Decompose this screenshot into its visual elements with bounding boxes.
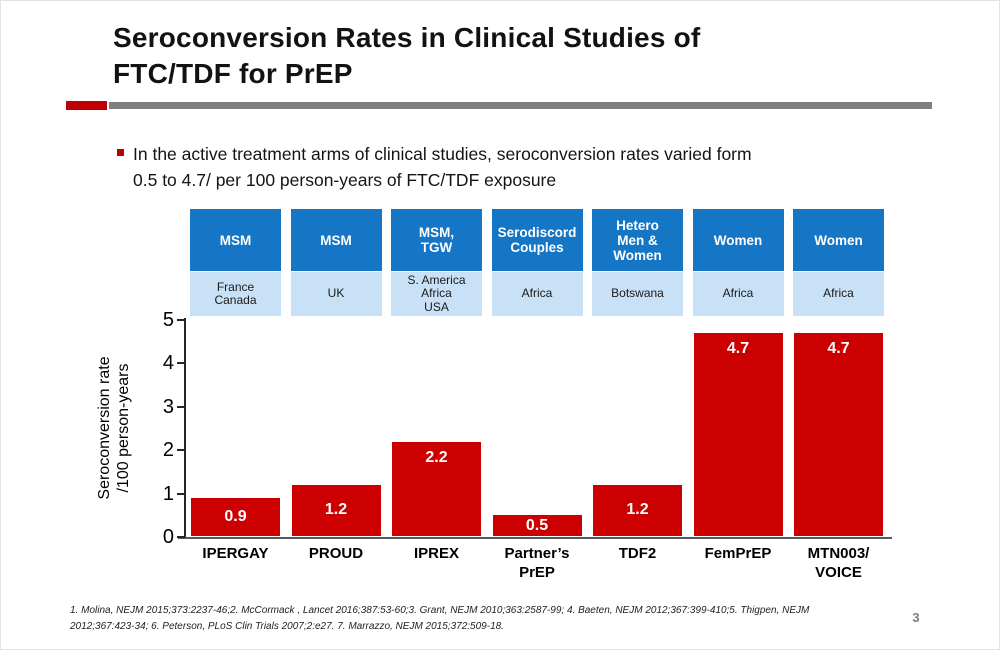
- x-axis-label: IPERGAY: [202, 545, 269, 562]
- bar-value-label: 1.2: [324, 501, 348, 519]
- population-box: Hetero Men & Women: [592, 209, 683, 271]
- bar: 0.9: [191, 497, 280, 536]
- y-tick-mark: [177, 319, 185, 321]
- bar: 1.2: [291, 484, 381, 536]
- bar-value-label: 4.7: [726, 340, 750, 358]
- bar: 2.2: [392, 441, 481, 536]
- population-box: MSM: [290, 209, 382, 271]
- region-box: France Canada: [190, 272, 281, 316]
- title-accent-bar: [66, 101, 107, 110]
- bar: 1.2: [593, 484, 682, 536]
- bar: 0.5: [492, 515, 582, 536]
- x-axis-label: Partner’s PrEP: [504, 545, 570, 581]
- population-box: MSM, TGW: [391, 209, 482, 271]
- bar-value-label: 1.2: [626, 501, 649, 519]
- page-number: 3: [912, 610, 920, 625]
- bar: 4.7: [693, 333, 783, 536]
- population-box: Serodiscord Couples: [491, 209, 583, 271]
- bar: 4.7: [794, 333, 883, 536]
- region-box: Africa: [491, 272, 583, 316]
- bar-value-label: 4.7: [827, 340, 850, 358]
- x-axis-label: MTN003/ VOICE: [807, 545, 870, 581]
- bullet-marker-icon: [117, 149, 124, 156]
- y-axis-title: Seroconversion rate /100 person-years: [96, 356, 132, 500]
- x-axis-label: TDF2: [618, 545, 657, 562]
- region-box: Africa: [793, 272, 884, 316]
- slide-title: Seroconversion Rates in Clinical Studies…: [113, 22, 701, 89]
- y-tick-label: 2: [162, 439, 174, 462]
- x-axis-label: FemPrEP: [704, 545, 772, 562]
- region-box: Botswana: [592, 272, 683, 316]
- footnote-references: 1. Molina, NEJM 2015;373:2237-46;2. McCo…: [70, 605, 810, 632]
- population-box: MSM: [190, 209, 281, 271]
- y-tick-mark: [177, 405, 185, 408]
- y-tick-label: 5: [162, 309, 174, 331]
- y-tick-mark: [177, 362, 185, 365]
- bar-value-label: 2.2: [425, 448, 448, 466]
- region-box: Africa: [692, 272, 784, 316]
- region-box: UK: [290, 272, 382, 316]
- y-axis-line: [184, 318, 186, 539]
- y-tick-label: 4: [162, 352, 174, 375]
- y-tick-label: 3: [162, 395, 174, 418]
- bar-value-label: 0.9: [224, 507, 247, 525]
- bullet-row: In the active treatment arms of clinical…: [117, 141, 917, 193]
- y-tick-mark: [177, 536, 185, 538]
- x-axis-baseline: [178, 537, 892, 539]
- y-tick-label: 0: [162, 526, 174, 548]
- y-tick-mark: [177, 449, 185, 452]
- title-rule: [109, 102, 932, 109]
- population-box: Women: [692, 209, 784, 271]
- population-box: Women: [793, 209, 884, 271]
- bar-value-label: 0.5: [525, 516, 549, 534]
- y-tick-mark: [177, 492, 185, 495]
- bullet-text: In the active treatment arms of clinical…: [133, 144, 752, 190]
- region-box: S. America Africa USA: [391, 272, 482, 316]
- y-tick-label: 1: [162, 482, 174, 505]
- x-axis-label: IPREX: [413, 545, 459, 562]
- x-axis-label: PROUD: [308, 545, 364, 562]
